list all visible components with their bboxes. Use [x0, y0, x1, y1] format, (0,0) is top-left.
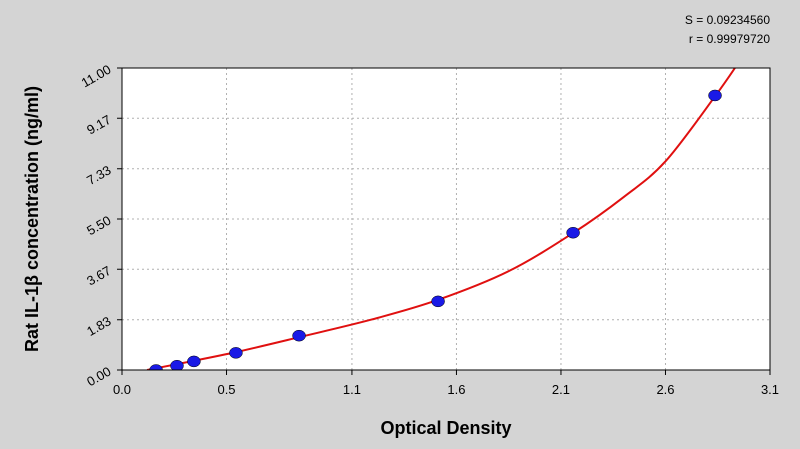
x-tick-label: 1.6 — [447, 382, 465, 397]
data-point — [170, 359, 184, 370]
x-tick-label: 0.5 — [217, 382, 235, 397]
data-point — [708, 89, 722, 102]
x-tick-label: 2.1 — [552, 382, 570, 397]
data-point — [229, 347, 243, 359]
y-tick-label: 9.17 — [84, 112, 113, 138]
data-point — [566, 226, 580, 239]
data-point — [187, 355, 201, 368]
y-tick-label: 11.00 — [79, 62, 114, 91]
x-tick-label: 1.1 — [343, 382, 361, 397]
data-point — [292, 329, 306, 342]
y-tick-label: 1.83 — [84, 313, 113, 339]
y-axis-title: Rat IL-1β concentration (ng/ml) — [22, 86, 42, 352]
x-tick-label: 3.1 — [761, 382, 779, 397]
x-tick-label: 0.0 — [113, 382, 131, 397]
y-tick-label: 5.50 — [84, 213, 113, 239]
x-tick-label: 2.6 — [656, 382, 674, 397]
annotation: r = 0.99979720 — [689, 32, 770, 46]
annotation: S = 0.09234560 — [685, 13, 770, 27]
y-tick-label: 3.67 — [84, 263, 113, 289]
data-point — [149, 364, 163, 370]
x-axis-title: Optical Density — [380, 418, 511, 438]
y-tick-label: 0.00 — [84, 364, 113, 390]
y-tick-label: 7.33 — [84, 162, 113, 188]
data-point — [431, 295, 445, 308]
